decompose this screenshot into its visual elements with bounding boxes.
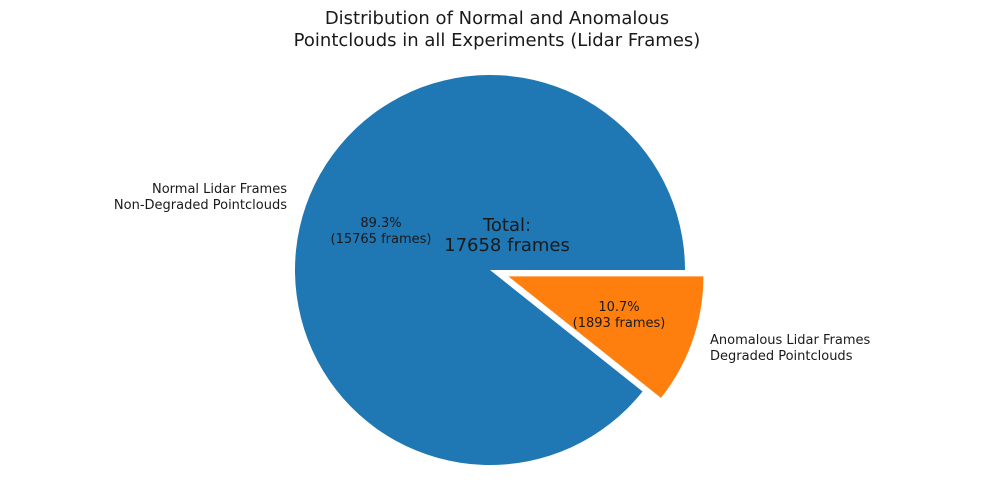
slice-label-normal-line2: Non-Degraded Pointclouds (113, 198, 287, 213)
chart-title: Distribution of Normal and Anomalous Poi… (294, 8, 701, 52)
pct-anomalous-percent: 10.7% (598, 300, 640, 315)
total-annotation: Total: 17658 frames (444, 216, 570, 256)
pie-slice-normal (295, 75, 685, 466)
pct-normal-percent: 89.3% (360, 216, 402, 231)
pct-anomalous-frames: (1893 frames) (572, 316, 666, 331)
pie-slice-anomalous (508, 276, 704, 398)
pct-label-anomalous: 10.7% (1893 frames) (573, 300, 666, 332)
slice-label-anomalous-line1: Anomalous Lidar Frames (710, 333, 871, 348)
chart-title-line2: Pointclouds in all Experiments (Lidar Fr… (293, 30, 701, 51)
chart-title-line1: Distribution of Normal and Anomalous (324, 8, 670, 29)
slice-label-normal: Normal Lidar Frames Non-Degraded Pointcl… (114, 182, 287, 214)
pct-label-normal: 89.3% (15765 frames) (331, 216, 432, 248)
slice-label-anomalous: Anomalous Lidar Frames Degraded Pointclo… (710, 333, 870, 365)
total-annotation-line1: Total: (482, 215, 532, 236)
slice-label-anomalous-line2: Degraded Pointclouds (710, 349, 853, 364)
pct-normal-frames: (15765 frames) (330, 232, 432, 247)
slice-label-normal-line1: Normal Lidar Frames (152, 182, 287, 197)
total-annotation-line2: 17658 frames (444, 235, 570, 256)
